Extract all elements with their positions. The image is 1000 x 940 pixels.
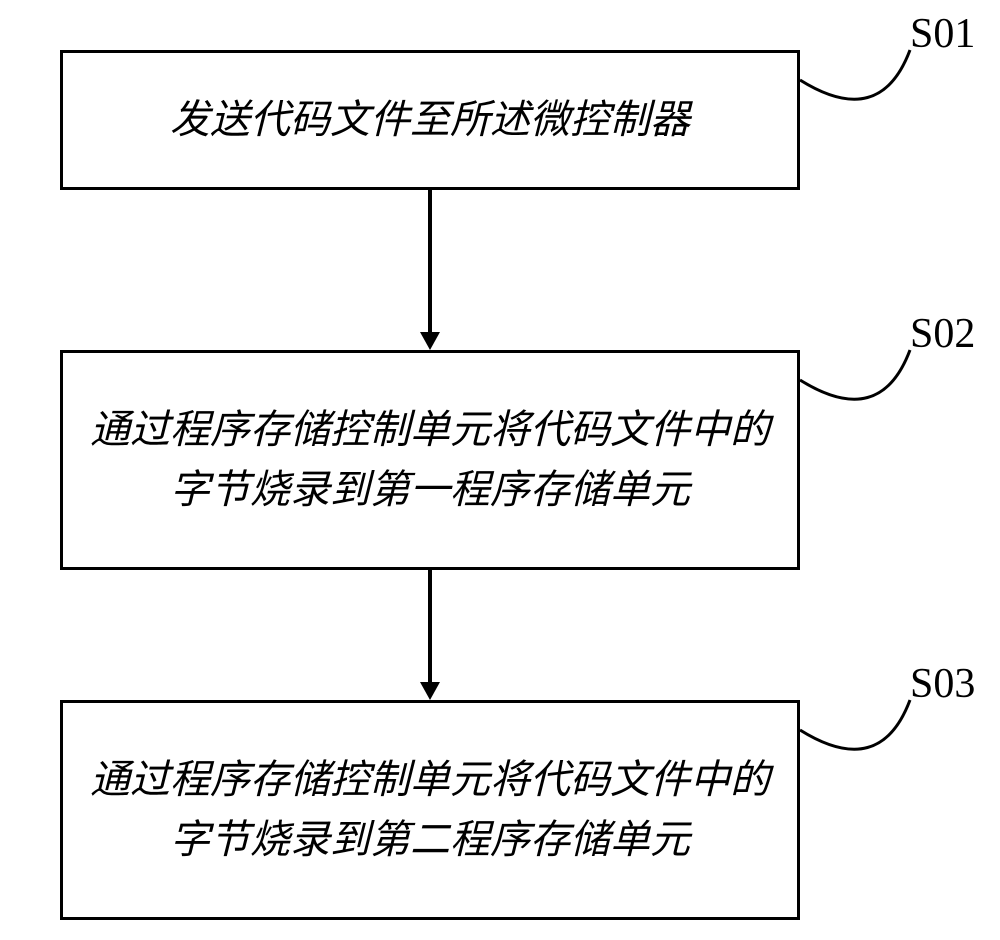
callout-s03 <box>0 0 1000 940</box>
flowchart-canvas: 发送代码文件至所述微控制器 S01 通过程序存储控制单元将代码文件中的字节烧录到… <box>0 0 1000 940</box>
